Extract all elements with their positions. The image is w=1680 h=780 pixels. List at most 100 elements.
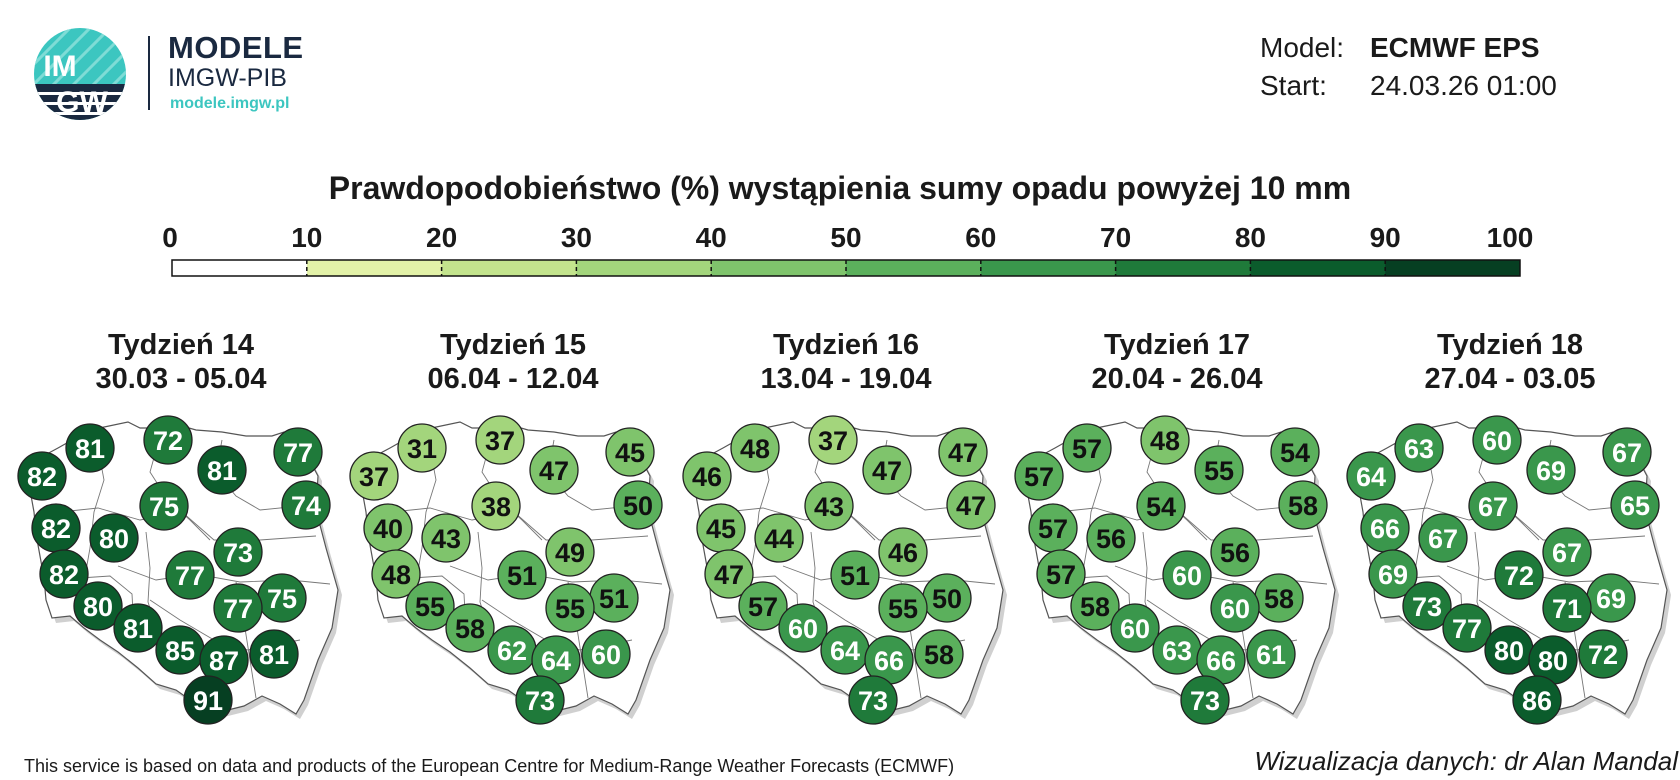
probability-value: 60 <box>1220 594 1250 624</box>
probability-marker: 73 <box>213 527 263 577</box>
probability-circle <box>73 581 123 631</box>
probability-marker: 47 <box>704 549 754 599</box>
probability-marker: 37 <box>349 451 399 501</box>
probability-value: 48 <box>740 434 770 464</box>
probability-marker: 71 <box>1542 583 1592 633</box>
brand-title: MODELE <box>168 30 304 65</box>
probability-marker: 51 <box>589 573 639 623</box>
probability-marker: 58 <box>914 629 964 679</box>
probability-circle <box>914 629 964 679</box>
probability-marker: 61 <box>1246 629 1296 679</box>
probability-marker: 81 <box>249 629 299 679</box>
probability-value: 66 <box>1206 646 1236 676</box>
colorbar-segment <box>441 260 577 276</box>
probability-marker: 73 <box>515 675 565 725</box>
probability-value: 73 <box>1412 592 1442 622</box>
probability-marker: 44 <box>754 513 804 563</box>
probability-marker: 60 <box>778 603 828 653</box>
probability-circle <box>605 427 655 477</box>
probability-value: 43 <box>814 492 844 522</box>
probability-value: 47 <box>539 456 569 486</box>
probability-circle <box>1442 603 1492 653</box>
probability-value: 86 <box>1522 686 1552 716</box>
probability-marker: 81 <box>197 445 247 495</box>
probability-value: 63 <box>1162 636 1192 666</box>
probability-value: 69 <box>1596 584 1626 614</box>
ecmwf-attribution: This service is based on data and produc… <box>24 756 955 776</box>
probability-circle <box>65 423 115 473</box>
probability-circle <box>1278 480 1328 530</box>
probability-value: 54 <box>1280 438 1310 468</box>
colorbar-segment <box>576 260 712 276</box>
probability-circle <box>1210 583 1260 633</box>
probability-marker: 60 <box>1110 603 1160 653</box>
brand-url[interactable]: modele.imgw.pl <box>170 95 290 112</box>
logo-mark-bottom: GW <box>56 86 108 119</box>
probability-circle <box>1512 675 1562 725</box>
probability-circle <box>1062 423 1112 473</box>
probability-circle <box>804 481 854 531</box>
probability-marker: 80 <box>1484 625 1534 675</box>
map-panel-2: 37 31 37 47 45 50 38 40 43 49 48 51 51 55 55 58 62 64 60 73 <box>349 415 674 725</box>
probability-value: 67 <box>1552 538 1582 568</box>
probability-marker: 45 <box>605 427 655 477</box>
probability-circle <box>445 603 495 653</box>
panel-dates-3: 13.04 - 19.04 <box>760 363 932 395</box>
probability-marker: 63 <box>1394 423 1444 473</box>
probability-circle <box>89 513 139 563</box>
probability-circle <box>938 427 988 477</box>
colorbar-segment <box>306 260 443 276</box>
colorbar-segment <box>846 260 982 276</box>
probability-circle <box>1136 481 1186 531</box>
probability-value: 73 <box>1190 686 1220 716</box>
probability-value: 61 <box>1256 640 1286 670</box>
probability-circle <box>1110 603 1160 653</box>
probability-value: 69 <box>1536 456 1566 486</box>
probability-value: 80 <box>1538 646 1568 676</box>
probability-marker: 51 <box>830 550 880 600</box>
probability-circle <box>371 549 421 599</box>
probability-marker: 64 <box>531 635 581 685</box>
probability-marker: 40 <box>363 503 413 553</box>
probability-circle <box>1140 415 1190 465</box>
probability-value: 31 <box>407 434 437 464</box>
probability-value: 91 <box>193 686 223 716</box>
probability-marker: 80 <box>89 513 139 563</box>
probability-value: 64 <box>1356 462 1386 492</box>
probability-circle <box>1368 549 1418 599</box>
probability-marker: 49 <box>545 527 595 577</box>
probability-circle <box>878 583 928 633</box>
probability-circle <box>39 549 89 599</box>
probability-value: 58 <box>1080 592 1110 622</box>
probability-marker: 64 <box>1346 451 1396 501</box>
probability-marker: 82 <box>17 451 67 501</box>
probability-marker: 66 <box>864 635 914 685</box>
probability-circle <box>1468 481 1518 531</box>
probability-marker: 38 <box>471 481 521 531</box>
probability-value: 58 <box>924 640 954 670</box>
probability-value: 60 <box>788 614 818 644</box>
probability-circle <box>1070 581 1120 631</box>
probability-marker: 72 <box>1494 550 1544 600</box>
probability-marker: 48 <box>1140 415 1190 465</box>
probability-marker: 58 <box>445 603 495 653</box>
probability-circle <box>704 549 754 599</box>
probability-value: 50 <box>623 491 653 521</box>
probability-circle <box>475 415 525 465</box>
probability-circle <box>862 445 912 495</box>
probability-circle <box>139 481 189 531</box>
probability-value: 60 <box>1120 614 1150 644</box>
probability-value: 55 <box>555 594 585 624</box>
probability-marker: 67 <box>1602 427 1652 477</box>
panel-week-2: Tydzień 15 <box>439 329 587 361</box>
probability-value: 63 <box>1404 434 1434 464</box>
start-value: 24.03.26 01:00 <box>1370 70 1557 101</box>
probability-value: 77 <box>283 438 313 468</box>
probability-value: 45 <box>615 438 645 468</box>
probability-circle <box>143 415 193 465</box>
start-label: Start: <box>1260 70 1327 101</box>
probability-circle <box>1472 415 1522 465</box>
probability-marker: 63 <box>1152 625 1202 675</box>
panel-title-3: Tydzień 16 13.04 - 19.04 <box>681 328 1011 396</box>
